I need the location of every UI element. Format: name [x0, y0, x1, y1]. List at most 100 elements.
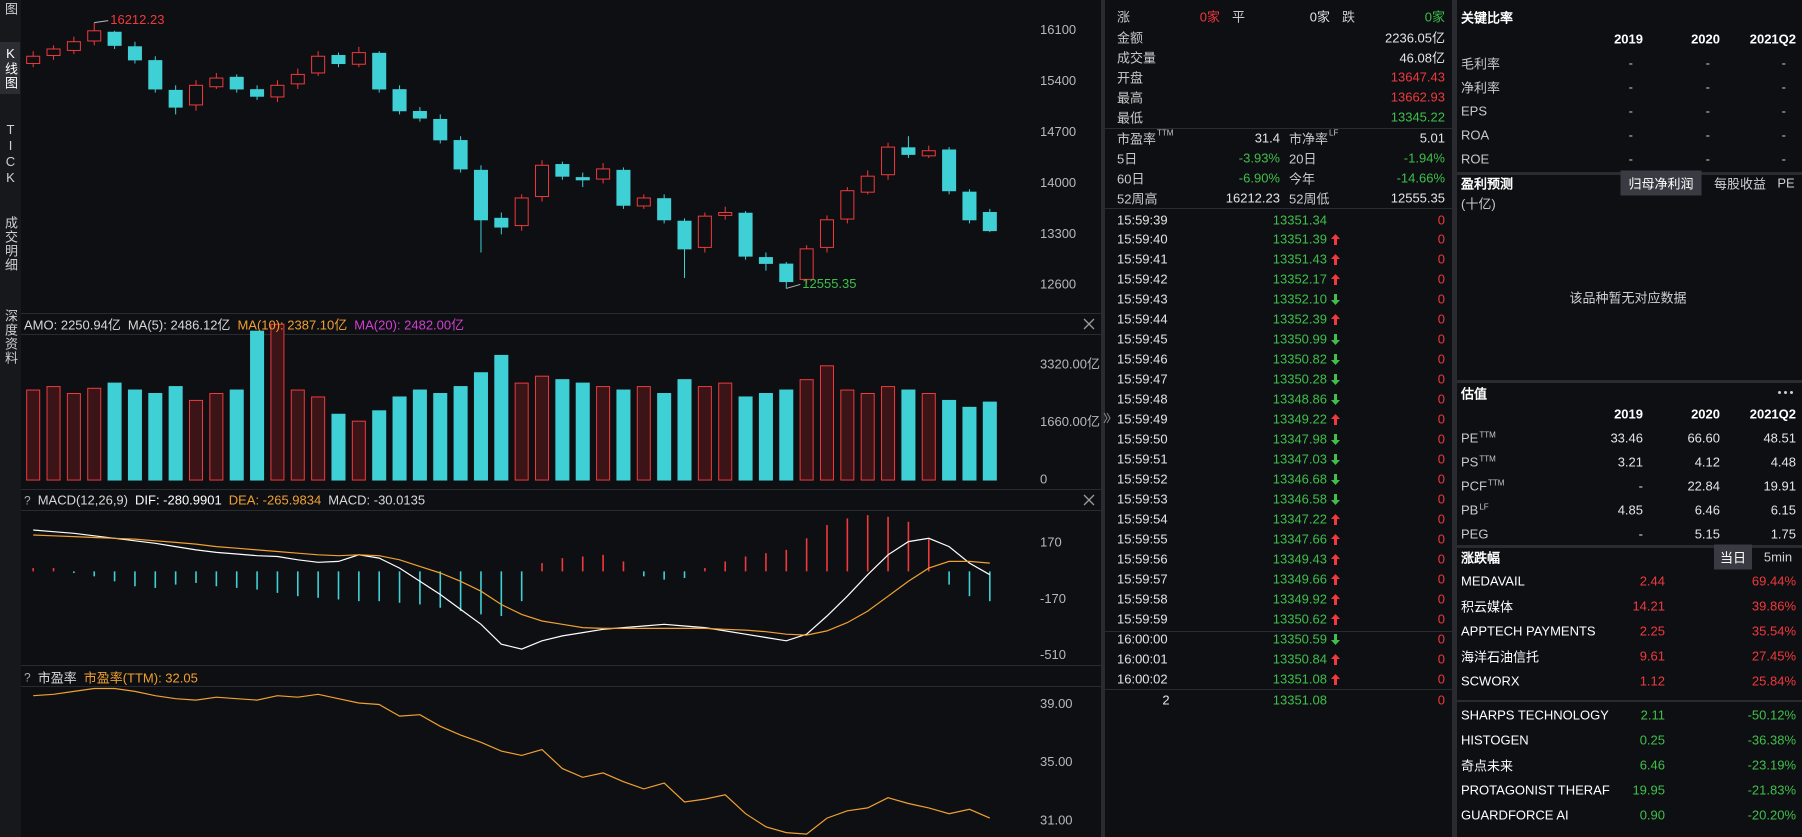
- candle-body: [148, 60, 163, 90]
- sidebar-tab[interactable]: K线图: [0, 42, 20, 94]
- line: [33, 529, 991, 650]
- volume-bar: [718, 382, 733, 481]
- mover-name[interactable]: 积云媒体: [1461, 599, 1514, 615]
- more-icon[interactable]: [1778, 391, 1781, 394]
- tick-price: 13350.82: [1272, 351, 1327, 367]
- tick-volume: 0: [1437, 611, 1445, 627]
- sidebar-tab[interactable]: 深度资料: [3, 309, 18, 365]
- sidebar-tab[interactable]: 图: [3, 2, 18, 16]
- cell: 6.15: [1770, 502, 1796, 518]
- section-title: 盈利预测: [1461, 176, 1514, 192]
- row-divider: [1105, 128, 1452, 129]
- stat-value: -14.66%: [1396, 170, 1445, 186]
- row-divider: [1105, 631, 1452, 632]
- tick-time: 15:59:50: [1117, 431, 1168, 447]
- sidebar: [0, 0, 21, 837]
- quote-label: 最低: [1117, 110, 1144, 126]
- cell: 33.46: [1610, 430, 1643, 446]
- y-tick-label: 12600: [1040, 277, 1076, 292]
- tick-time: 15:59:53: [1117, 491, 1168, 507]
- help-icon[interactable]: ?: [24, 670, 31, 684]
- tab[interactable]: 5min: [1763, 549, 1793, 565]
- y-tick-label: 1660.00亿: [1040, 414, 1100, 429]
- volume-bar: [270, 323, 285, 481]
- cell: -: [1705, 151, 1710, 167]
- row-label: PEG: [1461, 526, 1489, 542]
- candle-body: [494, 217, 509, 228]
- direction-arrow: [1331, 293, 1340, 305]
- cell: -: [1781, 103, 1786, 119]
- expand-icon[interactable]: [1103, 412, 1111, 424]
- tick-price: 13352.17: [1272, 271, 1327, 287]
- tick-time: 15:59:56: [1117, 551, 1168, 567]
- sidebar-tab[interactable]: 成交明细: [3, 216, 18, 272]
- mover-price: 14.21: [1632, 598, 1665, 614]
- tick-volume: 0: [1437, 371, 1445, 387]
- tick-time: 15:59:48: [1117, 391, 1168, 407]
- tick-price: 13351.34: [1272, 212, 1327, 227]
- tick-count: 2: [1162, 692, 1170, 708]
- candle-body: [311, 55, 326, 74]
- stat-label: 5日: [1117, 151, 1138, 167]
- y-tick-label: 170: [1040, 535, 1062, 550]
- direction-arrow: [1331, 253, 1340, 265]
- more-icon[interactable]: [1790, 391, 1793, 394]
- mover-name[interactable]: PROTAGONIST THERAF: [1461, 782, 1610, 798]
- close-button[interactable]: [1083, 494, 1095, 506]
- stat-label: 市盈率TTM: [1117, 128, 1174, 147]
- tick-time: 15:59:47: [1117, 371, 1168, 387]
- row-label: 毛利率: [1461, 56, 1501, 72]
- volume-bar: [901, 389, 916, 481]
- stat-label: 60日: [1117, 171, 1145, 187]
- volume-bar: [942, 399, 957, 481]
- volume-bar: [209, 393, 224, 481]
- tab[interactable]: 归母净利润: [1620, 170, 1702, 196]
- tick-volume: 0: [1437, 692, 1445, 708]
- stat-value: 5.01: [1419, 130, 1445, 146]
- direction-arrow: [1331, 353, 1340, 365]
- mover-name[interactable]: GUARDFORCE AI: [1461, 807, 1569, 823]
- breadth-value: 0家: [1424, 9, 1445, 25]
- sidebar-tab[interactable]: TICK: [3, 122, 18, 186]
- superscript: LF: [1479, 502, 1489, 512]
- mover-name[interactable]: SHARPS TECHNOLOGY: [1461, 707, 1609, 723]
- direction-arrow: [1331, 533, 1340, 545]
- tick-price: 13349.43: [1272, 551, 1327, 567]
- row-divider: [1105, 689, 1452, 690]
- direction-arrow: [1331, 613, 1340, 625]
- more-icon[interactable]: [1784, 391, 1787, 394]
- tab[interactable]: 当日: [1713, 544, 1753, 570]
- candle-body: [840, 190, 855, 220]
- candle-body: [87, 30, 102, 42]
- tab[interactable]: PE: [1777, 175, 1795, 191]
- mover-name[interactable]: APPTECH PAYMENTS: [1461, 623, 1596, 639]
- direction-arrow: [1331, 393, 1340, 405]
- mover-name[interactable]: SCWORX: [1461, 673, 1520, 689]
- mover-name[interactable]: MEDAVAIL: [1461, 573, 1525, 589]
- candle-body: [860, 175, 875, 193]
- candle-body: [372, 52, 387, 90]
- stat-label: 52周低: [1289, 191, 1330, 207]
- close-button[interactable]: [1083, 318, 1095, 330]
- y-tick-label: 15400: [1040, 73, 1076, 88]
- tick-price: 13350.59: [1272, 631, 1327, 647]
- mover-name[interactable]: HISTOGEN: [1461, 732, 1529, 748]
- cell: -: [1781, 55, 1786, 71]
- help-icon[interactable]: ?: [24, 493, 31, 507]
- mover-change: -36.38%: [1747, 732, 1796, 748]
- candle-body: [127, 46, 142, 61]
- cell: -: [1628, 79, 1633, 95]
- volume-bar: [758, 393, 773, 481]
- tick-price: 13347.22: [1272, 511, 1327, 527]
- mover-name[interactable]: 海洋石油信托: [1461, 649, 1540, 665]
- candle-body: [473, 169, 488, 221]
- direction-arrow: [1331, 273, 1340, 285]
- volume-bar: [87, 387, 102, 481]
- column-header: 2020: [1691, 31, 1720, 47]
- tab[interactable]: 每股收益: [1713, 176, 1767, 192]
- mover-name[interactable]: 奇点未来: [1461, 758, 1514, 774]
- stat-value: -3.93%: [1238, 150, 1280, 166]
- tick-price: 13350.84: [1272, 651, 1327, 667]
- tick-volume: 0: [1437, 231, 1445, 247]
- candle-body: [535, 164, 550, 198]
